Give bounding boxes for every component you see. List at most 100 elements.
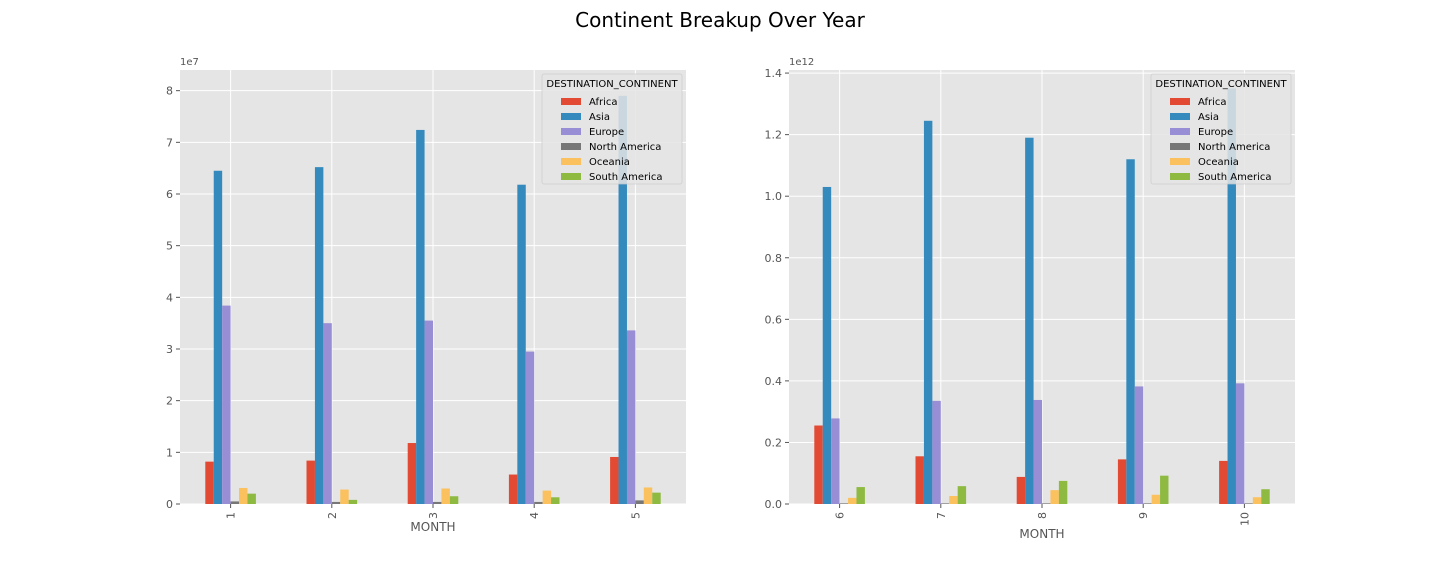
chart-2: 0.0 0.2 0.4 0.6 0.8 1.0 1.2 1.4 1e12 6 7 8 9 10 MONTH D… <box>765 57 1295 541</box>
chart-1-ytick-label: 0 <box>166 498 173 511</box>
chart-2-bar-south-america-9 <box>1160 475 1169 504</box>
chart-2-bar-north-america-6 <box>839 503 849 504</box>
chart-1-legend: DESTINATION_CONTINENT Africa Asia Europe Nor… <box>541 73 683 185</box>
chart-1-bar-north-america-3 <box>433 501 442 504</box>
chart-2-legend-swatch-asia <box>1170 113 1190 120</box>
chart-2-xtick-label: 6 <box>834 512 847 519</box>
chart-1-bar-south-america-1 <box>247 493 256 504</box>
chart-1-bar-north-america-5 <box>635 500 644 504</box>
chart-1-legend-title: DESTINATION_CONTINENT <box>546 79 678 90</box>
chart-1-legend-label: Oceania <box>589 157 630 168</box>
chart-2-bar-north-america-10 <box>1244 503 1253 504</box>
chart-1-bar-africa-1 <box>205 461 214 504</box>
chart-1-bar-north-america-4 <box>534 501 543 504</box>
chart-2-bar-south-america-10 <box>1261 489 1270 504</box>
chart-1-legend-label: Africa <box>589 97 618 108</box>
chart-2-bar-oceania-9 <box>1151 494 1161 504</box>
chart-2-bar-europe-10 <box>1235 383 1245 504</box>
chart-1-bar-oceania-4 <box>542 490 552 504</box>
chart-2-bar-europe-8 <box>1033 399 1042 504</box>
chart-2-legend-label: Africa <box>1198 97 1227 108</box>
chart-2-xtick-label: 9 <box>1137 512 1150 519</box>
chart-2-legend-label: South America <box>1198 172 1272 183</box>
chart-2-bar-south-america-8 <box>1058 480 1068 504</box>
chart-2-xlabel: MONTH <box>1019 527 1064 541</box>
chart-2-bar-south-america-7 <box>957 486 967 504</box>
chart-1-legend-label: Asia <box>589 112 610 123</box>
chart-2-ytick-label: 0.8 <box>765 252 783 265</box>
chart-1-bar-oceania-2 <box>340 489 349 504</box>
chart-1-ytick-label: 5 <box>166 240 173 253</box>
chart-1-xlabel: MONTH <box>410 520 455 534</box>
chart-1-ytick-label: 2 <box>166 395 173 408</box>
chart-1-bar-europe-3 <box>424 320 433 504</box>
chart-1-ytick-label: 6 <box>166 188 173 201</box>
chart-2-legend-label: Asia <box>1198 112 1219 123</box>
chart-1-bar-south-america-3 <box>449 496 459 504</box>
chart-1-offset-label: 1e7 <box>180 57 199 68</box>
chart-1-legend-swatch-europe <box>561 128 581 135</box>
chart-2-bar-africa-7 <box>915 456 924 504</box>
chart-1-bar-south-america-4 <box>551 497 560 504</box>
chart-2-bar-asia-10 <box>1227 88 1236 505</box>
chart-1-bar-asia-5 <box>618 95 627 504</box>
chart-2-ytick-label: 1.0 <box>765 190 783 203</box>
chart-1-bar-oceania-5 <box>643 487 653 504</box>
chart-1-ytick-label: 8 <box>166 85 173 98</box>
chart-2-xtick-label: 10 <box>1238 512 1251 526</box>
chart-2-bar-europe-9 <box>1134 386 1144 504</box>
chart-2-legend-label: North America <box>1198 142 1270 153</box>
chart-1-legend-swatch-africa <box>561 98 581 105</box>
chart-2-bar-asia-9 <box>1126 159 1135 505</box>
chart-2-ytick-label: 0.6 <box>765 313 783 326</box>
chart-1-bar-europe-4 <box>525 351 535 504</box>
chart-1-bar-africa-5 <box>610 456 619 504</box>
chart-1-legend-swatch-asia <box>561 113 581 120</box>
chart-1-bar-oceania-3 <box>441 488 450 504</box>
chart-1-bar-europe-2 <box>323 323 332 504</box>
chart-1-legend-swatch-south-america <box>561 173 581 180</box>
chart-2-bar-oceania-8 <box>1050 490 1059 504</box>
chart-1-legend-label: Europe <box>589 127 624 138</box>
chart-1-ytick-label: 3 <box>166 343 173 356</box>
chart-1-bar-europe-5 <box>626 330 636 504</box>
chart-2-ytick-label: 0.2 <box>765 436 783 449</box>
chart-2-offset-label: 1e12 <box>789 57 814 68</box>
chart-1-ytick-label: 4 <box>166 291 173 304</box>
chart-2-xtick-label: 7 <box>935 512 948 519</box>
chart-1-legend-swatch-north-america <box>561 143 581 150</box>
chart-2-bar-europe-6 <box>831 418 840 504</box>
chart-1-xtick-label: 1 <box>225 512 238 519</box>
chart-1-xtick-label: 4 <box>528 512 541 519</box>
chart-2-bar-north-america-7 <box>940 503 950 504</box>
chart-1-bar-asia-2 <box>314 167 324 504</box>
chart-2-bar-africa-8 <box>1016 476 1026 504</box>
chart-1-bar-africa-2 <box>306 460 315 504</box>
chart-1-bar-south-america-2 <box>348 499 358 504</box>
chart-2-legend-swatch-oceania <box>1170 158 1190 165</box>
chart-2-ytick-label: 0.0 <box>765 498 783 511</box>
chart-1-xtick-label: 3 <box>427 512 440 519</box>
chart-2-legend-swatch-africa <box>1170 98 1190 105</box>
chart-2-ytick-label: 1.2 <box>765 129 783 142</box>
chart-1-ytick-label: 7 <box>166 136 173 149</box>
chart-2-bar-oceania-10 <box>1252 497 1262 504</box>
chart-1-bar-africa-3 <box>407 443 417 504</box>
chart-1-xtick-label: 5 <box>629 512 642 519</box>
chart-2-bar-africa-6 <box>814 425 823 504</box>
chart-2-bar-asia-7 <box>923 120 933 504</box>
chart-1-bar-asia-4 <box>517 184 526 504</box>
chart-2-bar-asia-6 <box>822 186 832 504</box>
chart-2-bar-north-america-8 <box>1042 503 1051 504</box>
chart-1-legend-label: North America <box>589 142 661 153</box>
chart-2-ytick-label: 0.4 <box>765 375 783 388</box>
chart-2-ytick-label: 1.4 <box>765 67 783 80</box>
chart-1-bar-north-america-1 <box>230 501 240 504</box>
chart-1-legend-swatch-oceania <box>561 158 581 165</box>
chart-2-bar-oceania-7 <box>949 495 958 504</box>
chart-2-bar-africa-10 <box>1219 460 1228 504</box>
chart-2-legend-label: Oceania <box>1198 157 1239 168</box>
chart-2-bar-asia-8 <box>1025 137 1034 504</box>
chart-2-legend: DESTINATION_CONTINENT Africa Asia Europe Nor… <box>1150 73 1292 185</box>
